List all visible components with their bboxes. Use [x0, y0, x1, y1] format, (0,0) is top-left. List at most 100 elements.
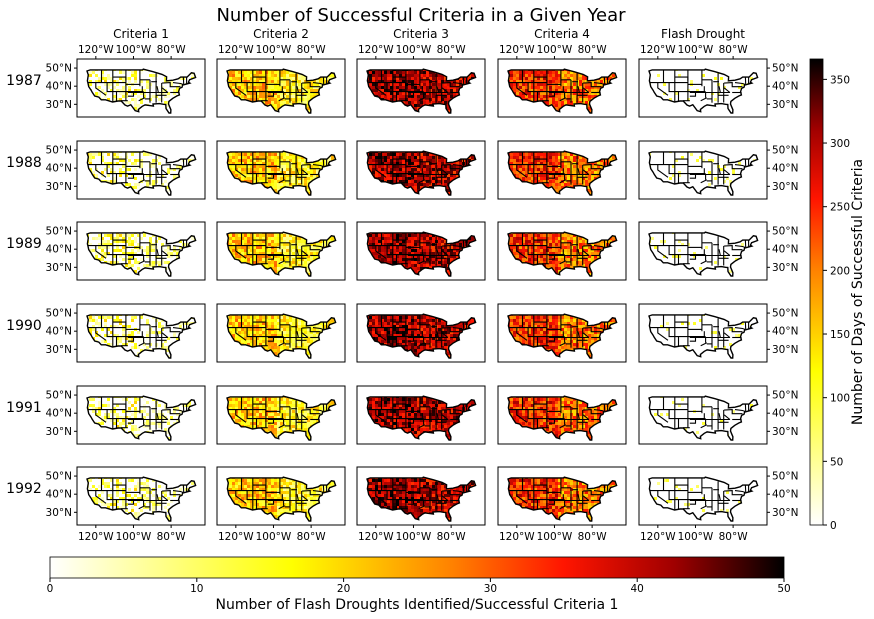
lat-tick-label: 40°N	[46, 244, 72, 256]
lon-tick-label: 100°W	[116, 44, 152, 56]
lon-tick-label: 80°W	[578, 531, 608, 543]
lat-tick-label: 50°N	[772, 390, 798, 402]
panel-frame	[356, 303, 486, 363]
colorbar-right-tick-label: 0	[830, 520, 837, 532]
map-panel: 50°N 40°N 30°N	[638, 140, 798, 200]
lat-tick-label: 30°N	[46, 99, 72, 111]
colorbar-bottom-tick-label: 40	[631, 583, 644, 595]
panel-frame	[638, 303, 768, 363]
lon-tick-label: 80°W	[719, 44, 749, 56]
panel-frame	[497, 303, 627, 363]
panel-frame	[356, 221, 486, 281]
colorbar-right-tick-label: 150	[830, 329, 850, 341]
panel-frame	[356, 466, 486, 526]
lon-tick-label: 80°W	[157, 44, 187, 56]
lat-tick-label: 40°N	[772, 244, 798, 256]
map-panel	[356, 385, 486, 445]
lon-tick-label: 100°W	[396, 531, 432, 543]
map-panel: 120°W 100°W 80°W	[497, 44, 627, 118]
panel-frame	[216, 58, 346, 118]
lon-tick-label: 120°W	[358, 531, 394, 543]
state-borders	[87, 69, 188, 103]
coastline	[648, 68, 759, 114]
state-borders	[367, 69, 468, 103]
lon-tick-label: 120°W	[358, 44, 394, 56]
coastline	[648, 313, 759, 359]
state-borders	[87, 477, 188, 511]
panel-frame	[216, 466, 346, 526]
coastline	[648, 476, 759, 522]
state-borders	[508, 396, 609, 430]
panel-frame	[497, 385, 627, 445]
panel-frame	[638, 140, 768, 200]
panel-frame	[216, 385, 346, 445]
lon-tick-label: 120°W	[78, 531, 114, 543]
colorbar-right-tick-label: 200	[830, 265, 850, 277]
column-header: Criteria 3	[393, 27, 449, 41]
row-label-year: 1992	[6, 481, 42, 497]
map-panel	[216, 303, 346, 363]
state-borders	[227, 314, 328, 348]
coastline	[226, 231, 337, 277]
colorbar-right-tick-label: 350	[830, 74, 850, 86]
lon-tick-label: 100°W	[537, 44, 573, 56]
state-borders	[87, 396, 188, 430]
column-header: Criteria 1	[113, 27, 169, 41]
coastline	[366, 395, 477, 441]
lon-tick-label: 100°W	[678, 531, 714, 543]
coastline	[507, 68, 618, 114]
lon-tick-label: 120°W	[640, 531, 676, 543]
state-borders	[367, 151, 468, 185]
lat-tick-label: 30°N	[772, 262, 798, 274]
column-header: Criteria 4	[534, 27, 590, 41]
lat-tick-label: 30°N	[46, 181, 72, 193]
state-borders	[227, 396, 328, 430]
state-borders	[508, 69, 609, 103]
map-panel	[356, 140, 486, 200]
map-panel: 120°W 100°W 80°W	[216, 466, 346, 543]
lat-tick-label: 30°N	[772, 99, 798, 111]
colorbar-right-label: Number of Days of Successful Criteria	[850, 159, 866, 425]
lat-tick-label: 50°N	[46, 63, 72, 75]
lon-tick-label: 100°W	[256, 531, 292, 543]
coastline	[507, 476, 618, 522]
row-label-year: 1990	[6, 318, 42, 334]
row-label-year: 1987	[6, 73, 42, 89]
coastline	[226, 395, 337, 441]
lon-tick-label: 120°W	[218, 531, 254, 543]
row-label-year: 1991	[6, 400, 42, 416]
colorbar-bottom-tick-label: 10	[190, 583, 203, 595]
lat-tick-label: 30°N	[46, 344, 72, 356]
lon-tick-label: 100°W	[116, 531, 152, 543]
state-borders	[227, 69, 328, 103]
row-label-year: 1989	[6, 236, 42, 252]
lon-tick-label: 120°W	[640, 44, 676, 56]
state-borders	[87, 232, 188, 266]
state-borders	[367, 396, 468, 430]
lon-tick-label: 80°W	[437, 531, 467, 543]
lat-tick-label: 30°N	[772, 507, 798, 519]
coastline	[507, 395, 618, 441]
state-borders	[227, 477, 328, 511]
panel-frame	[76, 58, 206, 118]
lat-tick-label: 30°N	[772, 426, 798, 438]
state-borders	[649, 396, 750, 430]
map-panel: 120°W 100°W 80°W	[497, 466, 627, 543]
lon-tick-label: 120°W	[78, 44, 114, 56]
heatmap-cells	[649, 477, 758, 521]
map-panel: 120°W 100°W 80°W 50°N 40°N 30°N	[46, 44, 206, 118]
state-borders	[87, 151, 188, 185]
lon-tick-label: 80°W	[719, 531, 749, 543]
lat-tick-label: 30°N	[772, 344, 798, 356]
state-borders	[508, 232, 609, 266]
coastline	[648, 395, 759, 441]
lat-tick-label: 40°N	[46, 326, 72, 338]
figure-title: Number of Successful Criteria in a Given…	[216, 5, 626, 26]
lat-tick-label: 50°N	[772, 308, 798, 320]
state-borders	[649, 232, 750, 266]
coastline	[86, 231, 197, 277]
state-borders	[649, 151, 750, 185]
panel-frame	[356, 58, 486, 118]
colorbar-bottom-tick-label: 30	[484, 583, 497, 595]
